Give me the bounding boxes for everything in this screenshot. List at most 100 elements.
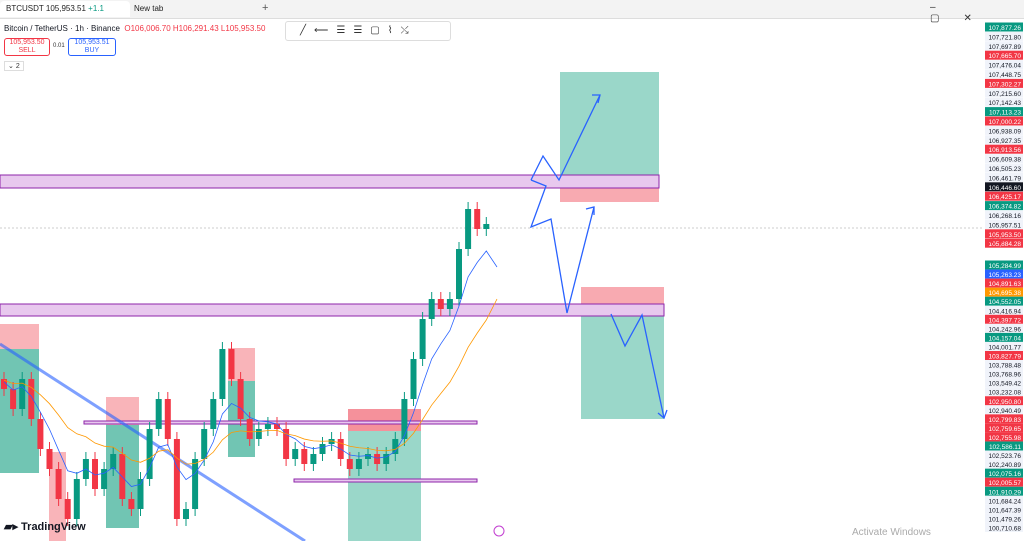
path-arrow — [529, 179, 595, 314]
price-label: 101,910.29 — [988, 489, 1021, 496]
price-label-bg — [985, 323, 1023, 333]
price-label-bg — [985, 154, 1023, 164]
candle — [46, 449, 53, 469]
price-label-bg — [985, 172, 1023, 182]
drawing-toolbar[interactable]: ╱⟵☰☰▢⌇⤯ — [285, 21, 451, 41]
price-label-bg — [985, 513, 1023, 523]
price-label: 107,215.60 — [988, 91, 1021, 98]
price-label: 101,479.26 — [988, 516, 1021, 523]
chart: 107,877.26 107,721.80 107,697.89 107,665.70… — [0, 19, 1024, 541]
price-label: 102,586.11 — [989, 444, 1021, 451]
price-label: 100,710.68 — [988, 525, 1021, 532]
candle — [201, 429, 208, 459]
window-controls[interactable]: –▢✕ — [930, 2, 996, 24]
target-zone — [581, 315, 664, 419]
price-label: 107,665.70 — [988, 53, 1021, 60]
price-label: 105,284.99 — [988, 263, 1021, 270]
price-label-bg — [985, 22, 1023, 32]
price-label-bg — [985, 144, 1023, 154]
price-label-bg — [985, 238, 1023, 248]
price-label-bg — [985, 369, 1023, 379]
price-label-bg — [985, 229, 1023, 239]
price-label: 107,113.23 — [989, 110, 1021, 117]
candle — [264, 424, 271, 429]
symbol-legend: Bitcoin / TetherUS · 1h · Binance O106,0… — [4, 24, 265, 33]
price-label: 106,927.35 — [988, 138, 1021, 145]
price-label: 104,416.94 — [988, 308, 1021, 315]
price-label-bg — [985, 495, 1023, 505]
price-label: 102,799.83 — [988, 417, 1021, 424]
price-label-bg — [985, 351, 1023, 360]
candle — [355, 459, 362, 469]
price-label: 101,684.24 — [988, 498, 1021, 505]
arrow-head — [585, 206, 595, 215]
price-label-bg — [985, 201, 1023, 211]
price-label: 107,142.43 — [988, 100, 1021, 107]
candle — [101, 469, 108, 489]
price-label: 104,552.05 — [988, 299, 1021, 306]
price-label: 106,374.82 — [988, 204, 1021, 211]
price-label-bg — [985, 88, 1023, 98]
candle — [10, 389, 17, 409]
candle — [110, 454, 117, 469]
drawings — [0, 72, 668, 541]
quantity[interactable]: 0.01 — [53, 43, 65, 49]
candle — [365, 454, 371, 459]
buy-button[interactable]: 105,953.51 BUY — [68, 38, 116, 56]
price-label: 106,268.16 — [988, 213, 1021, 220]
tab-symbol: BTCUSDT — [6, 4, 44, 13]
price-label-bg — [985, 78, 1023, 88]
tab[interactable]: BTCUSDT 105,953.51 +1.1 — [0, 1, 130, 17]
candle — [328, 439, 335, 444]
arrow-head — [657, 409, 668, 420]
support-band — [0, 303, 665, 317]
candle — [92, 459, 98, 489]
price-label-bg — [985, 378, 1023, 388]
price-label-bg — [985, 182, 1023, 192]
add-tab[interactable]: + — [262, 2, 269, 14]
indicators-toggle[interactable]: ⌄ 2 — [4, 61, 24, 71]
price-label: 104,397.72 — [988, 317, 1021, 324]
sell-button[interactable]: 105,953.50 SELL — [4, 38, 50, 56]
candle — [37, 419, 44, 449]
candle — [319, 444, 326, 454]
candle — [137, 479, 144, 509]
price-label: 104,242.96 — [988, 326, 1021, 333]
zone — [348, 431, 421, 541]
price-label: 104,891.63 — [988, 281, 1021, 288]
candle — [456, 249, 462, 299]
price-label: 103,788.48 — [988, 363, 1021, 370]
price-label-bg — [985, 41, 1023, 51]
candle — [465, 209, 472, 249]
tab[interactable]: New tab — [128, 1, 256, 17]
candle — [128, 499, 135, 509]
price-label: 107,000.22 — [988, 119, 1021, 126]
buy-price: 105,953.51 — [74, 39, 110, 46]
price-label: 102,950.80 — [988, 399, 1021, 406]
ma-fast — [3, 250, 498, 487]
tab-change: +1.1 — [88, 4, 104, 13]
price-label-bg — [985, 278, 1023, 288]
price-label-bg — [985, 135, 1023, 145]
replay-icon[interactable] — [493, 525, 505, 537]
candle — [237, 379, 244, 419]
price-label: 102,240.89 — [988, 462, 1021, 469]
candle — [210, 399, 217, 429]
price-label: 104,695.38 — [988, 290, 1021, 297]
candle — [173, 439, 180, 519]
resistance-band — [0, 174, 660, 189]
candle — [28, 379, 35, 419]
price-label-bg — [985, 116, 1023, 126]
sell-price: 105,953.50 — [9, 39, 45, 46]
price-label-bg — [985, 468, 1023, 478]
countdown: 47:54 — [988, 239, 1004, 245]
price-label: 107,697.89 — [988, 44, 1021, 51]
price-label: 102,759.65 — [988, 426, 1021, 433]
price-label: 102,005.57 — [988, 480, 1021, 487]
price-label-bg — [985, 360, 1023, 370]
price-label-bg — [985, 296, 1023, 306]
price-label-bg — [985, 387, 1023, 397]
candle — [146, 429, 153, 479]
price-label: 107,877.26 — [988, 25, 1021, 32]
price-label: 104,001.77 — [988, 344, 1021, 351]
